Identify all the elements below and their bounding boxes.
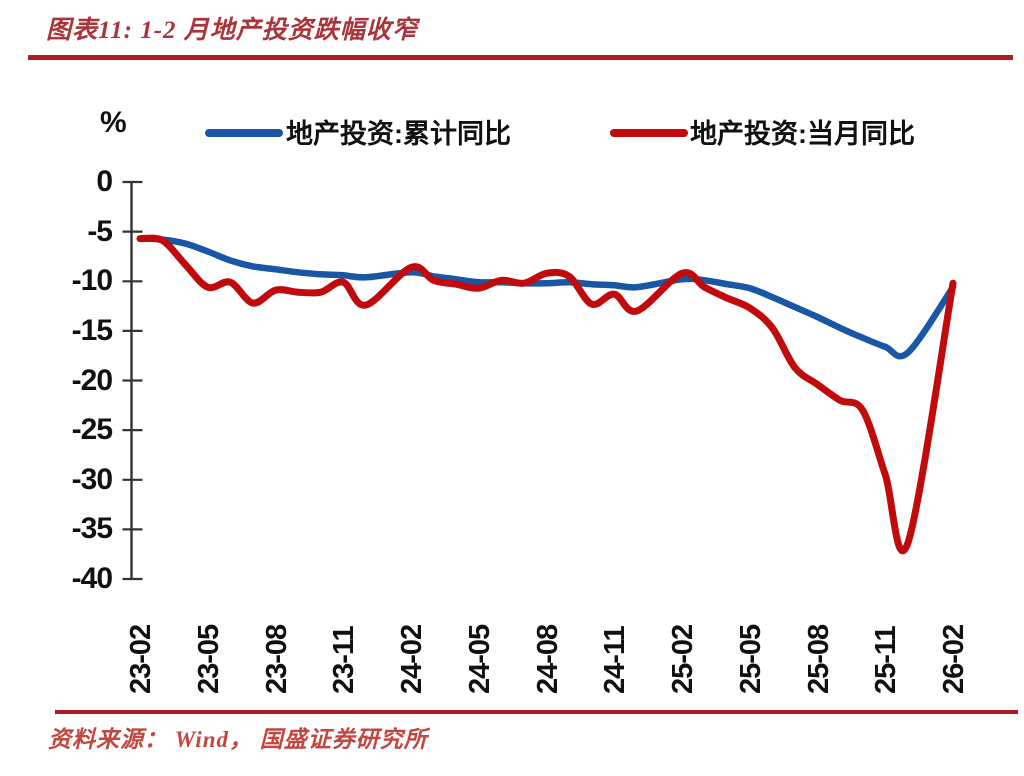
y-tick-label: -15 (71, 313, 113, 347)
x-tick-label: 23-08 (260, 624, 293, 694)
x-tick-label: 23-05 (192, 624, 225, 694)
x-tick-label: 23-02 (125, 624, 157, 694)
y-tick-label: -10 (71, 264, 113, 298)
y-tick-label: -20 (71, 363, 113, 397)
footer-divider-rule (55, 710, 1018, 714)
x-tick-label: 26-02 (938, 624, 970, 694)
source-note: 资料来源： Wind， 国盛证券研究所 (48, 727, 428, 752)
legend-line-sample-cumulative (205, 129, 283, 137)
y-tick-label: -30 (71, 462, 113, 496)
y-tick-label: -40 (71, 562, 113, 595)
series-line-0 (136, 235, 957, 360)
y-tick-label: -35 (71, 512, 113, 546)
x-tick-label: 24-08 (531, 624, 564, 694)
x-tick-label: 23-11 (328, 626, 361, 694)
series-line-1 (136, 234, 957, 555)
x-tick-label: 25-08 (802, 624, 835, 694)
x-tick-label: 24-02 (396, 624, 428, 694)
y-tick-label: -5 (87, 214, 113, 248)
title-divider-rule (28, 55, 1013, 60)
x-tick-label: 25-05 (734, 624, 767, 694)
x-tick-label: 25-11 (870, 626, 903, 694)
legend-label-cumulative: 地产投资:累计同比 (286, 119, 511, 149)
y-axis-unit-label: % (100, 106, 127, 139)
y-tick-label: -25 (71, 413, 113, 447)
x-tick-label: 24-11 (599, 626, 632, 694)
x-tick-label: 24-05 (463, 624, 496, 694)
legend-label-monthly: 地产投资:当月同比 (690, 119, 915, 149)
x-tick-label: 25-02 (667, 624, 699, 694)
y-tick-label: 0 (96, 165, 113, 198)
chart-title: 图表11: 1-2 月地产投资跌幅收窄 (46, 17, 418, 44)
legend-line-sample-monthly (610, 129, 688, 137)
